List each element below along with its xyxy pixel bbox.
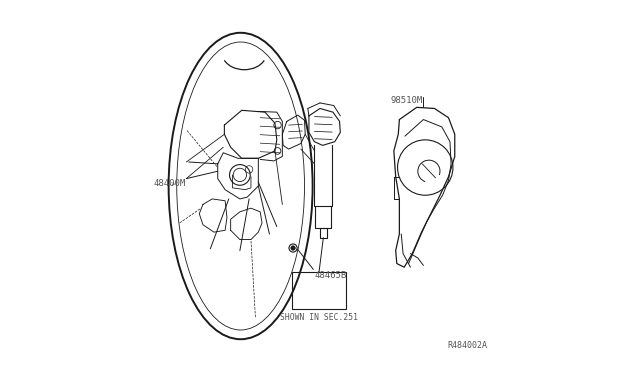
Text: 48465B: 48465B bbox=[314, 271, 347, 280]
Text: 98510M: 98510M bbox=[390, 96, 422, 105]
Text: R484002A: R484002A bbox=[447, 341, 488, 350]
Bar bbox=[292, 272, 346, 309]
Text: SHOWN IN SEC.251: SHOWN IN SEC.251 bbox=[280, 313, 358, 322]
Circle shape bbox=[291, 246, 295, 250]
Text: 48400M: 48400M bbox=[154, 179, 186, 187]
